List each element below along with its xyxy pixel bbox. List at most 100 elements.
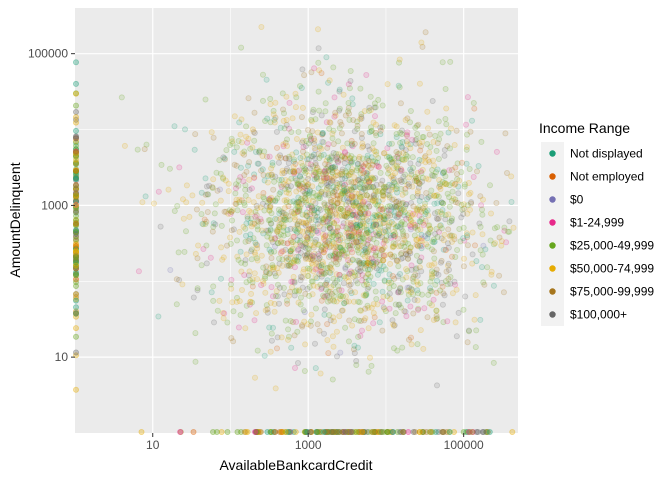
data-point <box>319 258 326 265</box>
data-point <box>310 223 317 230</box>
data-point <box>441 292 448 299</box>
data-point <box>265 199 272 206</box>
data-point <box>356 208 363 215</box>
data-point <box>433 307 440 314</box>
data-point <box>358 115 365 122</box>
data-point <box>436 183 443 190</box>
data-point <box>418 215 425 222</box>
data-point <box>461 205 468 212</box>
data-point <box>322 160 329 167</box>
data-point <box>261 273 268 280</box>
data-point <box>388 204 395 211</box>
data-point <box>351 227 358 234</box>
data-point <box>333 249 340 256</box>
data-point <box>345 163 352 170</box>
data-point <box>399 228 406 235</box>
data-point <box>452 281 459 288</box>
data-point <box>433 266 440 273</box>
data-point <box>413 177 420 184</box>
data-point <box>422 209 429 216</box>
data-point <box>453 170 460 177</box>
data-point <box>351 228 358 235</box>
data-point <box>393 130 400 137</box>
data-point <box>369 223 376 230</box>
data-point <box>364 302 371 309</box>
data-point <box>236 199 243 206</box>
data-point <box>368 128 375 135</box>
data-point <box>428 271 435 278</box>
data-point <box>324 144 331 151</box>
data-point <box>397 289 404 296</box>
data-point <box>385 222 392 229</box>
data-point <box>282 155 289 162</box>
data-point <box>349 236 356 243</box>
data-point <box>292 175 299 182</box>
data-point <box>225 180 232 187</box>
data-point <box>396 56 403 63</box>
data-point <box>394 428 401 435</box>
data-point <box>312 116 319 123</box>
data-point <box>391 233 398 240</box>
data-point <box>286 153 293 160</box>
data-point <box>345 232 352 239</box>
data-point <box>376 212 383 219</box>
legend-label: $50,000-74,999 <box>570 262 654 276</box>
data-point <box>365 218 372 225</box>
data-point <box>418 169 425 176</box>
data-point <box>358 307 365 314</box>
data-point <box>429 98 436 105</box>
data-point <box>338 172 345 179</box>
data-point <box>263 302 270 309</box>
data-point <box>398 130 405 137</box>
data-point <box>395 211 402 218</box>
data-point <box>301 309 308 316</box>
data-point <box>285 203 292 210</box>
data-point <box>347 268 354 275</box>
data-point <box>263 153 270 160</box>
data-point <box>451 278 458 285</box>
data-point <box>357 259 364 266</box>
data-point <box>387 260 394 267</box>
data-point <box>267 202 274 209</box>
data-point <box>404 284 411 291</box>
data-point <box>362 265 369 272</box>
data-point <box>448 232 455 239</box>
data-point <box>370 221 377 228</box>
data-point <box>395 213 402 220</box>
data-point <box>374 202 381 209</box>
data-point <box>308 153 315 160</box>
data-point <box>333 156 340 163</box>
data-point <box>295 299 302 306</box>
data-point <box>320 246 327 253</box>
data-point <box>296 206 303 213</box>
data-point <box>330 149 337 156</box>
data-point <box>301 318 308 325</box>
data-point <box>320 219 327 226</box>
data-point <box>379 206 386 213</box>
data-point <box>335 256 342 263</box>
data-point <box>278 334 285 341</box>
data-point <box>427 428 434 435</box>
data-point <box>370 191 377 198</box>
data-point <box>229 217 236 224</box>
data-point <box>213 428 220 435</box>
data-point <box>237 248 244 255</box>
data-point <box>433 382 440 389</box>
data-point <box>288 128 295 135</box>
data-point <box>430 296 437 303</box>
data-point <box>362 315 369 322</box>
data-point <box>238 139 245 146</box>
data-point <box>381 236 388 243</box>
data-point <box>360 239 367 246</box>
data-point <box>387 156 394 163</box>
data-point <box>220 175 227 182</box>
legend-title: Income Range <box>539 120 630 136</box>
data-point <box>348 194 355 201</box>
data-point <box>235 256 242 263</box>
data-point <box>426 428 433 435</box>
data-point <box>416 264 423 271</box>
data-point <box>304 183 311 190</box>
data-point <box>335 251 342 258</box>
data-point <box>300 266 307 273</box>
data-point <box>73 90 80 97</box>
